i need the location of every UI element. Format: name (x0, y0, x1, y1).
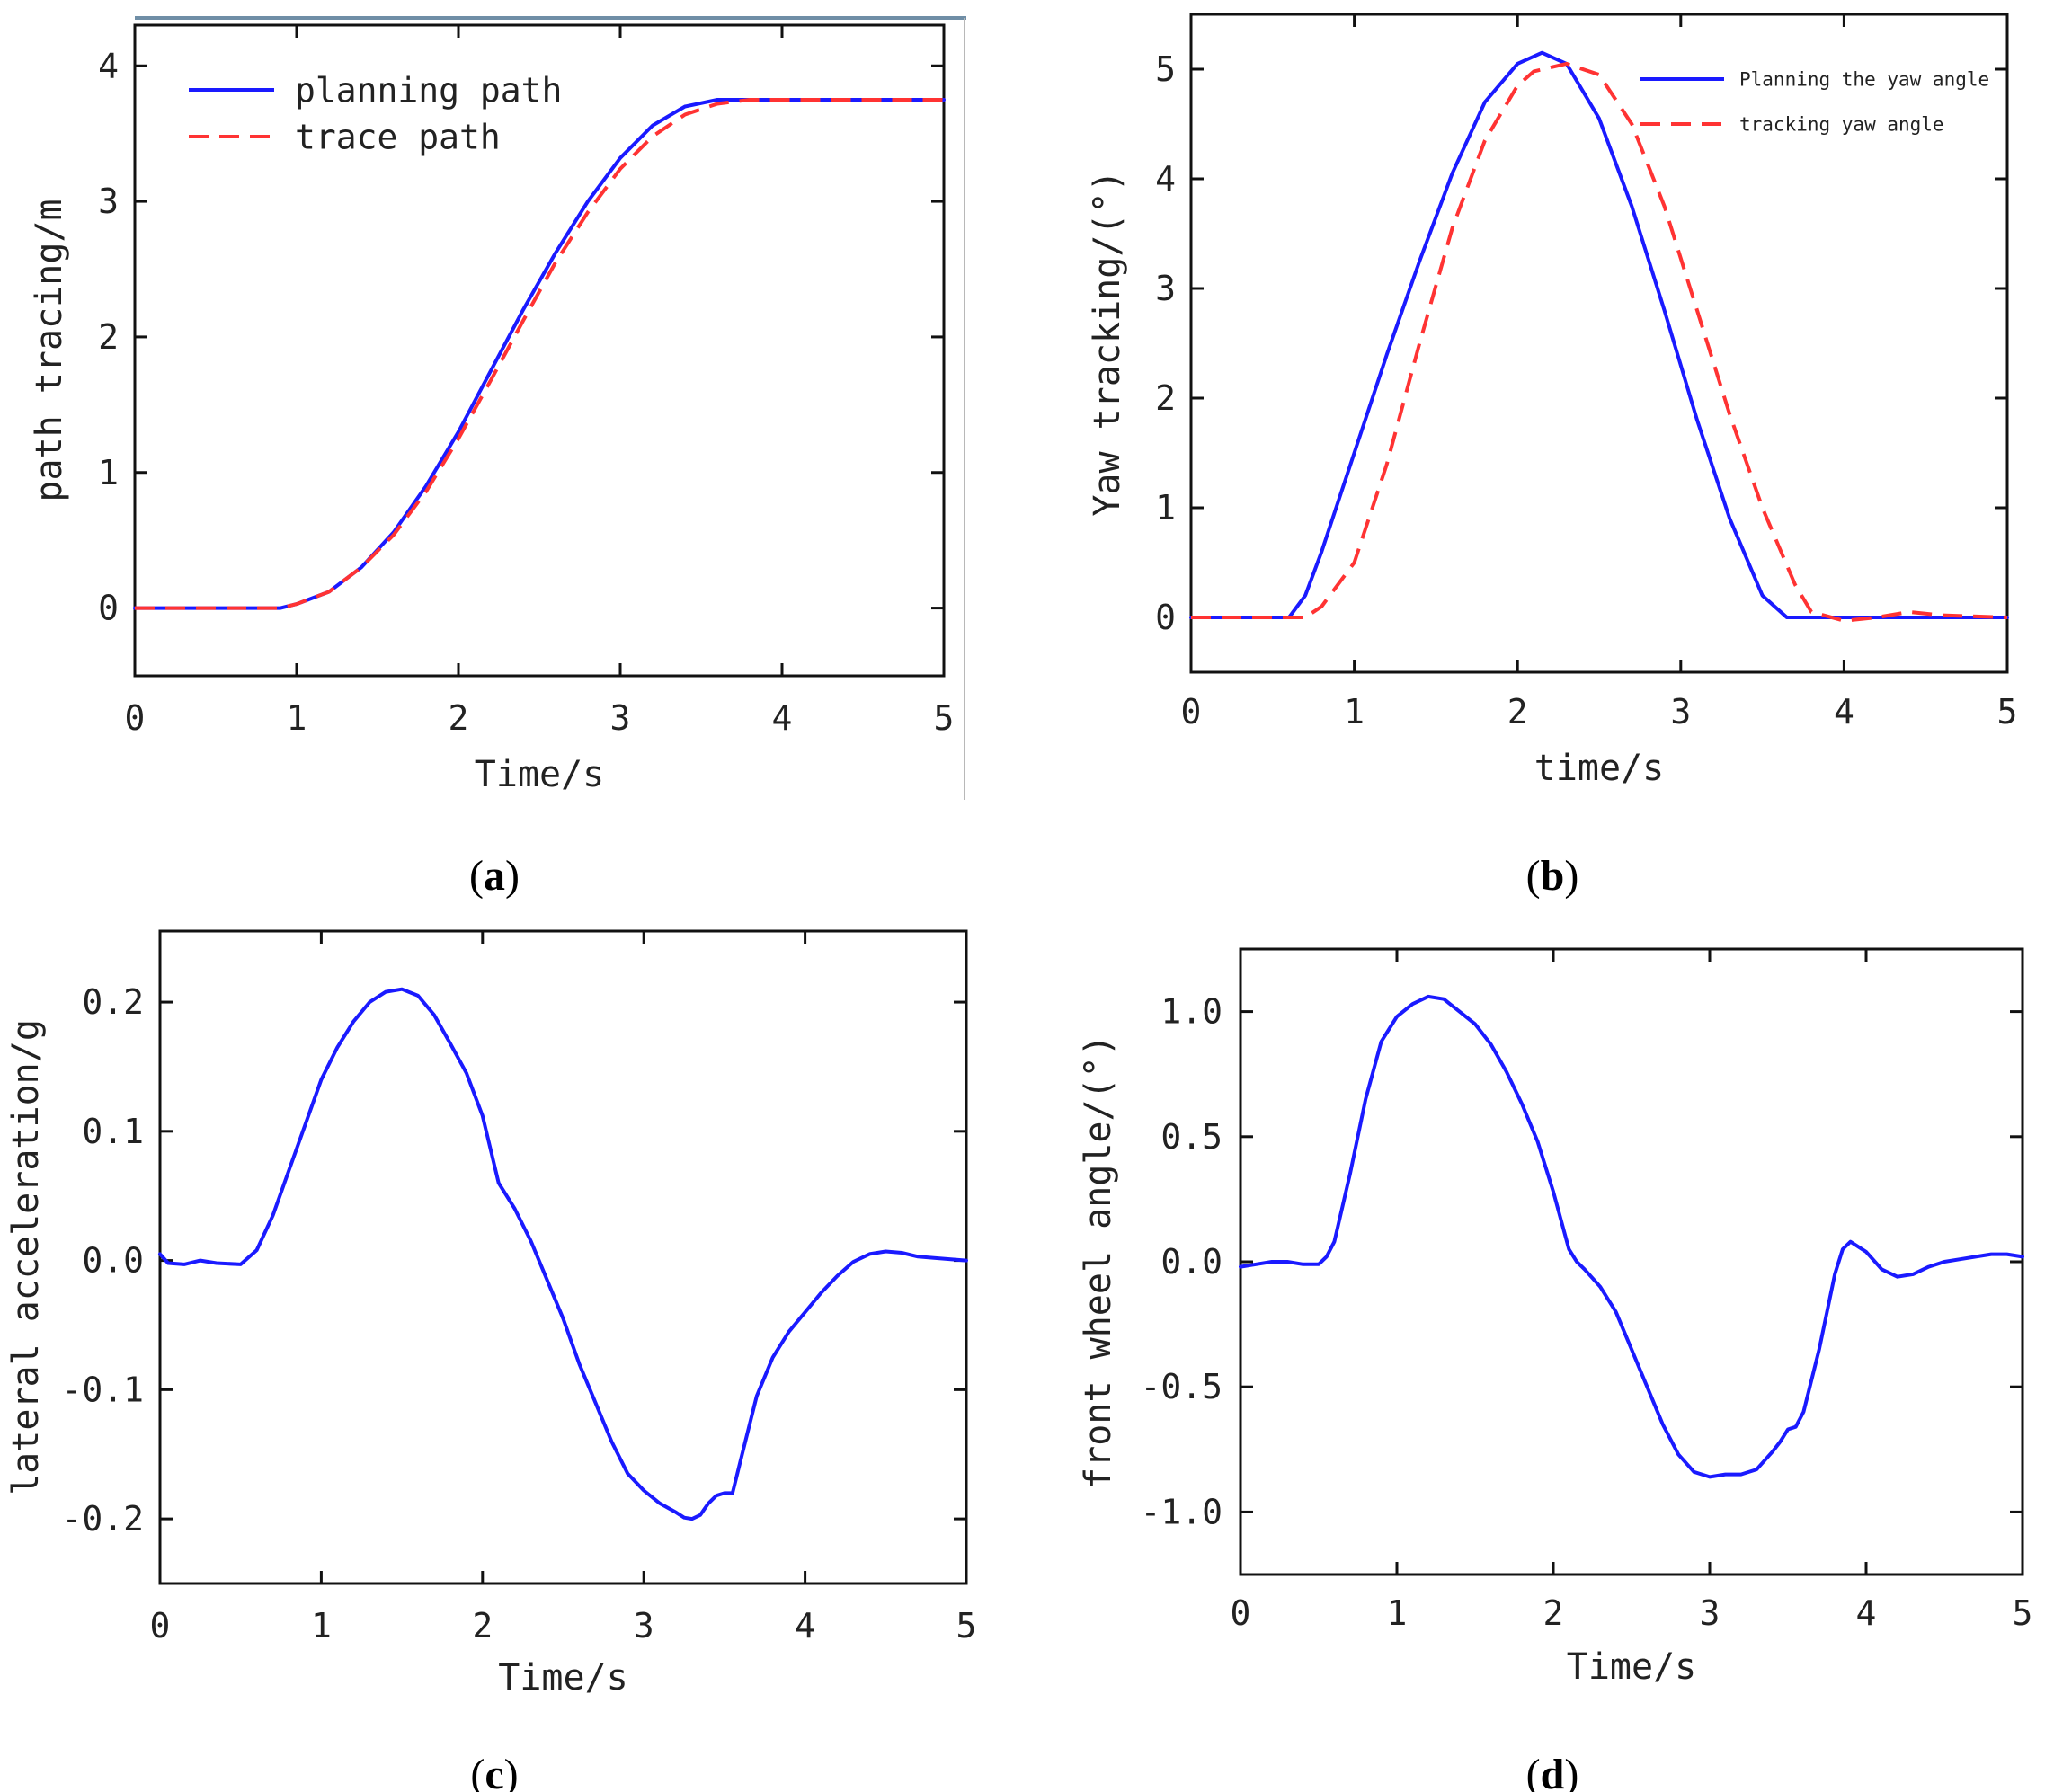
y-tick-label: 0 (98, 589, 119, 628)
y-axis-title: path tracing/m (29, 199, 70, 501)
series-line-c-0 (158, 987, 968, 1521)
x-tick-label: 1 (1387, 1593, 1408, 1633)
legend-label: tracking yaw angle (1739, 113, 1944, 135)
caption-letter: b (1541, 852, 1565, 900)
x-tick-label: 4 (772, 698, 793, 738)
y-tick-label: -0.5 (1140, 1367, 1223, 1406)
x-tick-label: 4 (1856, 1593, 1877, 1633)
x-tick-label: 3 (1670, 692, 1691, 732)
series-line-a-1 (135, 98, 944, 610)
chart-panel-d: 0 1 2 3 4 5 -1.0 -0.5 0.0 0.5 1.0 Time/s front wheel… (1078, 947, 2033, 1792)
x-tick-label: 3 (610, 698, 631, 738)
y-axis-title: lateral acceleration/g (5, 1019, 47, 1495)
series-line-b-1 (1191, 61, 2008, 623)
x-tick-label: 5 (1997, 692, 2018, 732)
legend-label: planning path (295, 70, 562, 110)
y-axis-title: front wheel angle/(°) (1078, 1034, 1119, 1489)
x-tick-label: 0 (1231, 1593, 1251, 1633)
x-tick-label: 1 (287, 698, 307, 738)
chart-panel-c: 0 1 2 3 4 5 -0.2 -0.1 0.0 0.1 0.2 Time/s lateral acc… (5, 929, 977, 1792)
x-axis-title: time/s (1534, 748, 1665, 789)
y-tick-label: 0.2 (82, 982, 144, 1022)
panel-caption-c: (c) (470, 1751, 518, 1792)
y-tick-label: 1 (98, 453, 119, 492)
y-tick-label: 4 (98, 46, 119, 85)
y-tick-label: 0 (1155, 598, 1176, 637)
y-tick-label: 2 (1155, 378, 1176, 418)
x-axis-title: Time/s (498, 1657, 628, 1699)
x-tick-label: 3 (1700, 1593, 1720, 1633)
y-tick-label: 0.0 (82, 1241, 144, 1281)
chart-panel-b: 0 1 2 3 4 5 0 1 2 3 4 5 time/s Yaw tracking/(°) Planni… (1087, 13, 2018, 900)
legend-label: trace path (295, 117, 501, 156)
x-tick-label: 2 (1507, 692, 1528, 732)
x-tick-label: 0 (1181, 692, 1202, 732)
x-tick-label: 1 (311, 1606, 332, 1646)
y-tick-label: -0.2 (61, 1499, 144, 1539)
x-tick-label: 5 (934, 698, 955, 738)
x-tick-label: 2 (1543, 1593, 1564, 1633)
series-line-d-0 (1239, 994, 2024, 1479)
panel-caption-d: (d) (1526, 1751, 1579, 1792)
caption-letter: a (484, 852, 505, 900)
y-tick-label: 3 (98, 182, 119, 221)
x-axis-title: Time/s (475, 754, 605, 795)
x-tick-label: 4 (795, 1606, 815, 1646)
panel-caption-a: (a) (469, 852, 520, 900)
caption-letter: c (485, 1751, 503, 1792)
y-tick-label: 4 (1155, 159, 1176, 199)
x-axis-title: Time/s (1567, 1646, 1697, 1688)
y-tick-label: -0.1 (61, 1370, 144, 1409)
legend-label: Planning the yaw angle (1739, 68, 1989, 90)
caption-letter: d (1541, 1751, 1565, 1792)
plot-frame-a (133, 23, 946, 678)
y-axis-title: Yaw tracking/(°) (1087, 170, 1128, 516)
panel-caption-b: (b) (1526, 852, 1579, 900)
y-tick-label: 5 (1155, 49, 1176, 89)
x-tick-label: 3 (634, 1606, 654, 1646)
x-tick-label: 0 (150, 1606, 171, 1646)
y-tick-label: 0.1 (82, 1112, 144, 1151)
chart-panel-a: 0 1 2 3 4 5 0 1 2 3 4 Time/s path tracing/m planning … (29, 16, 966, 900)
y-tick-label: 0.0 (1160, 1242, 1223, 1282)
y-tick-label: 0.5 (1160, 1117, 1223, 1157)
series-line-a-0 (133, 98, 946, 610)
x-tick-label: 5 (2013, 1593, 2033, 1633)
panels-layer: 0 1 2 3 4 5 0 1 2 3 4 Time/s path tracing/m planning … (5, 13, 2033, 1792)
y-tick-label: 1.0 (1160, 992, 1223, 1032)
y-tick-label: 2 (98, 317, 119, 357)
x-tick-label: 2 (472, 1606, 493, 1646)
x-tick-label: 0 (125, 698, 146, 738)
x-tick-label: 4 (1834, 692, 1854, 732)
x-tick-label: 5 (956, 1606, 977, 1646)
y-tick-label: 1 (1155, 488, 1176, 528)
y-tick-label: -1.0 (1140, 1492, 1223, 1531)
x-tick-label: 2 (449, 698, 469, 738)
x-tick-label: 1 (1344, 692, 1365, 732)
plot-frame-c (158, 929, 968, 1585)
y-tick-label: 3 (1155, 269, 1176, 308)
plot-frame-b (1189, 13, 2009, 674)
